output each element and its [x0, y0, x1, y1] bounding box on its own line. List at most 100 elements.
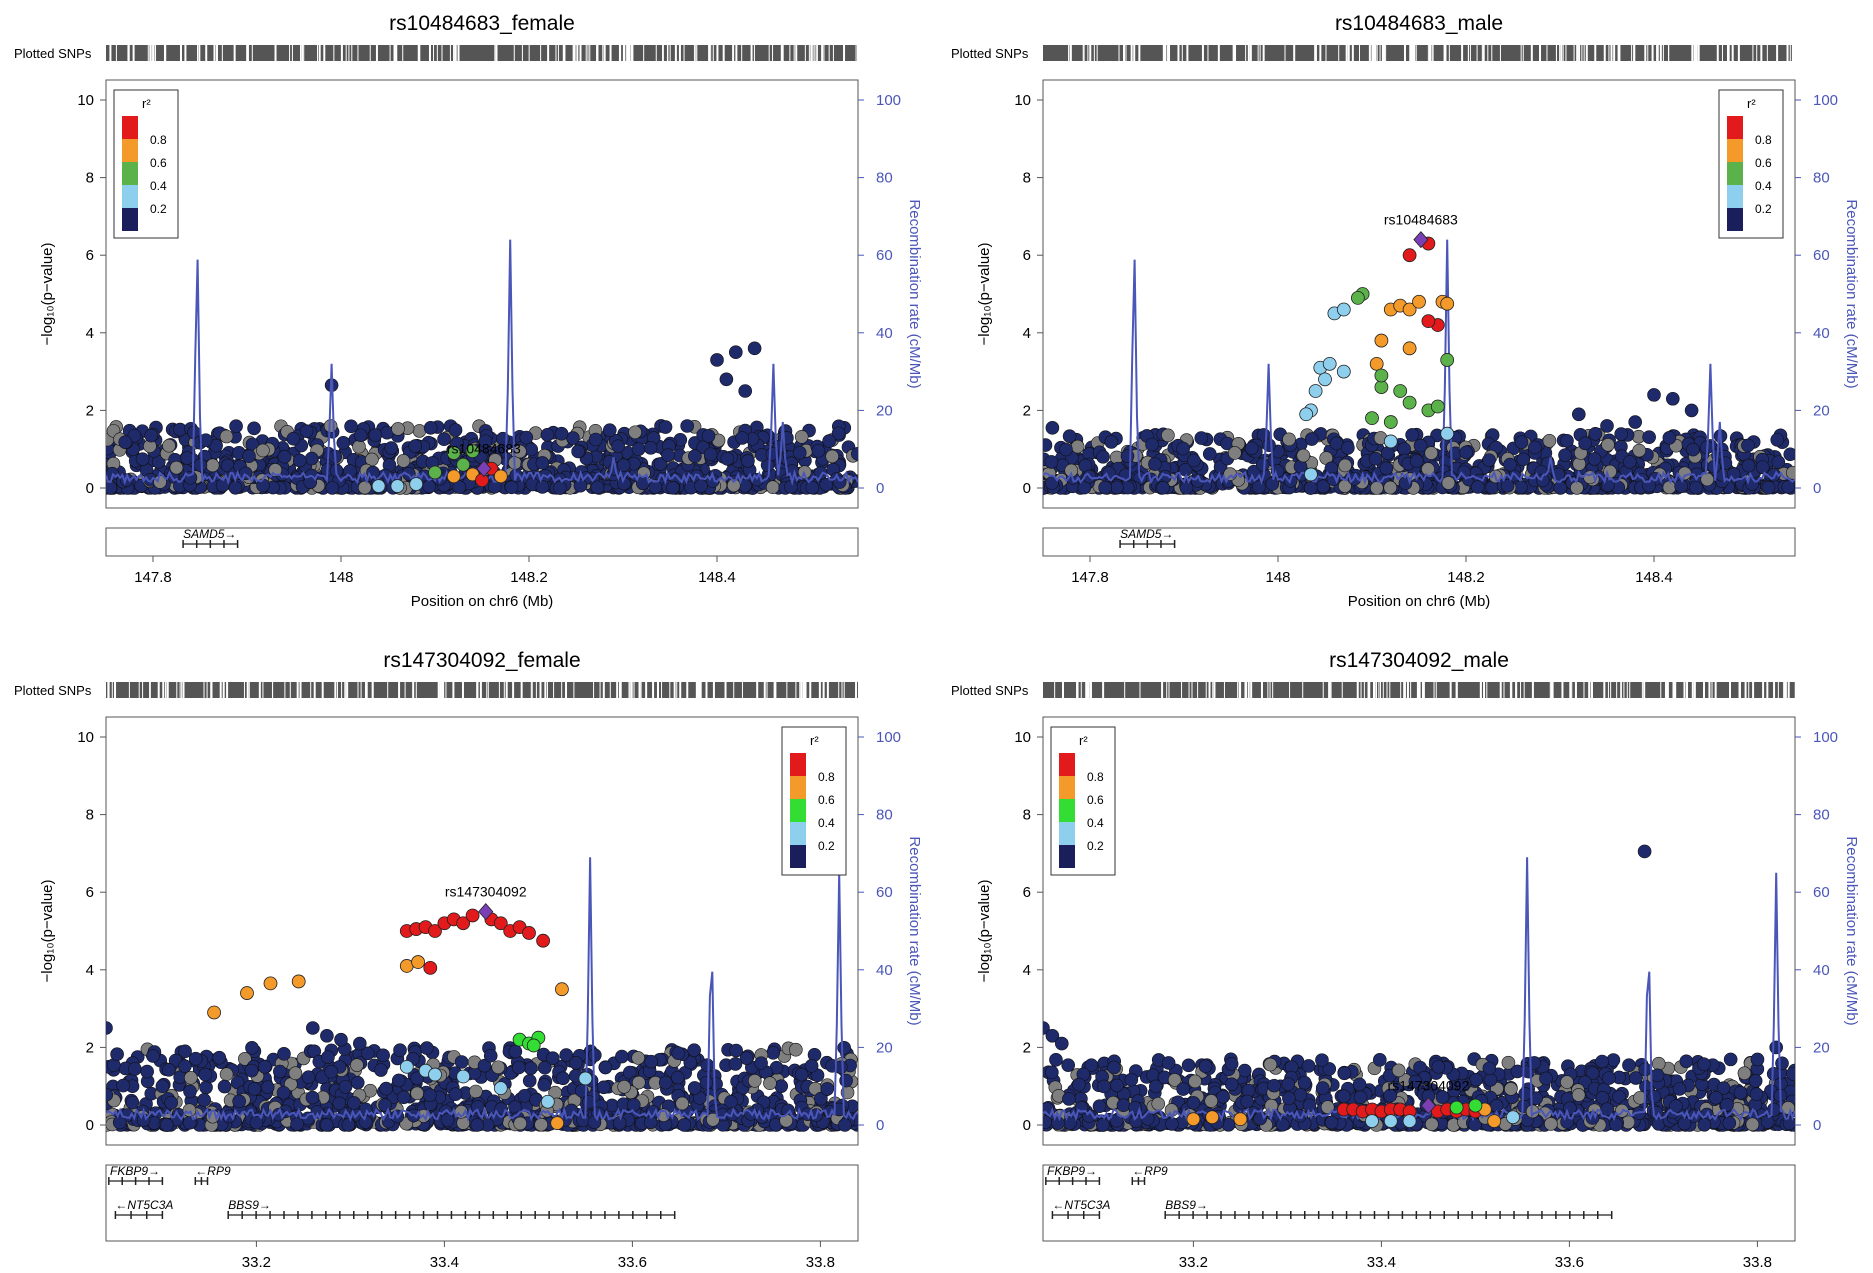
- snp-point: [1741, 438, 1755, 453]
- plotted-snps-label: Plotted SNPs: [951, 683, 1029, 698]
- snp-gap: [1433, 682, 1435, 698]
- snp-gap: [318, 45, 321, 61]
- snp-point: [1775, 1056, 1789, 1071]
- snp-gap: [674, 45, 677, 61]
- snp-point: [334, 1032, 348, 1047]
- snp-gap: [1118, 45, 1120, 61]
- snp-gap: [823, 45, 825, 61]
- snp-gap: [585, 45, 587, 61]
- snp-point: [1424, 446, 1439, 460]
- y-tick-label: 4: [86, 325, 94, 342]
- snp-gap: [441, 45, 443, 61]
- snp-gap: [1461, 45, 1464, 61]
- snp-point: [1244, 441, 1259, 456]
- snp-point: [412, 424, 427, 438]
- snp-gap: [1139, 682, 1141, 698]
- y-tick-label: 0: [1023, 480, 1031, 497]
- snp-gap: [669, 682, 671, 698]
- y2-tick-label: 40: [876, 325, 893, 342]
- snp-gap: [1443, 45, 1446, 61]
- snp-point: [598, 1060, 613, 1075]
- snp-gap: [243, 682, 245, 698]
- snp-gap: [1590, 682, 1593, 698]
- snp-point: [552, 481, 567, 495]
- snp-point: [1296, 448, 1311, 463]
- x-tick-label: 148.4: [698, 569, 736, 586]
- snp-gap: [366, 682, 368, 698]
- snp-gap: [1732, 45, 1734, 61]
- y-tick-label: 4: [1023, 962, 1031, 979]
- snp-gap: [418, 45, 421, 61]
- snp-gap: [151, 45, 153, 61]
- snp-point: [596, 1080, 611, 1095]
- chart-title: rs10484683_male: [1335, 12, 1503, 35]
- snp-point: [1595, 1054, 1609, 1069]
- snp-point: [1623, 455, 1637, 469]
- snp-gap: [1486, 682, 1488, 698]
- snp-point: [228, 480, 243, 495]
- snp-gap: [1372, 45, 1375, 61]
- snp-point: [1202, 447, 1217, 461]
- snp-gap: [1415, 45, 1417, 61]
- snp-gap: [857, 45, 860, 61]
- snp-gap: [221, 45, 223, 61]
- snp-gap: [535, 682, 537, 698]
- snp-gap: [1588, 682, 1591, 698]
- snp-gap: [274, 45, 277, 61]
- snp-gap: [1503, 682, 1505, 698]
- ld-point: [291, 974, 306, 989]
- snp-gap: [562, 45, 564, 61]
- snp-gap: [1616, 682, 1618, 698]
- snp-point: [701, 429, 716, 443]
- snp-gap: [364, 682, 367, 698]
- snp-gap: [310, 682, 312, 698]
- snp-point: [537, 1078, 552, 1092]
- snp-gap: [1338, 45, 1340, 61]
- snp-point: [726, 478, 741, 493]
- ld-point: [1383, 434, 1398, 449]
- snp-gap: [452, 682, 455, 698]
- ld-point: [446, 446, 461, 460]
- snp-point: [602, 423, 617, 437]
- gene-label: ←NT5C3A: [115, 1198, 173, 1212]
- snp-gap: [439, 682, 442, 698]
- snp-point: [1674, 479, 1689, 493]
- snp-gap: [495, 45, 498, 61]
- x-tick-label: 33.8: [806, 1254, 835, 1271]
- snp-gap: [1302, 682, 1304, 698]
- snp-gap: [437, 682, 439, 698]
- y-tick-label: 10: [1014, 729, 1031, 746]
- y2-tick-label: 80: [876, 170, 893, 187]
- snp-gap: [1403, 682, 1405, 698]
- snp-point: [379, 1081, 393, 1096]
- snp-gap: [1371, 45, 1374, 61]
- snp-gap: [498, 682, 500, 698]
- snp-point: [155, 1079, 170, 1094]
- snp-gap: [656, 682, 659, 698]
- snp-gap: [695, 45, 697, 61]
- x-tick-label: 148.2: [1447, 569, 1485, 586]
- snp-point: [1723, 1052, 1738, 1067]
- plot-frame: [1042, 79, 1796, 509]
- snp-gap: [1260, 682, 1263, 698]
- snp-point: [336, 436, 351, 450]
- snp-point: [719, 372, 734, 387]
- snp-gap: [821, 45, 824, 61]
- gene-label: SAMD5→: [1120, 527, 1173, 541]
- snp-point: [524, 442, 539, 457]
- snp-point: [350, 1058, 364, 1072]
- legend-value: 0.8: [818, 770, 835, 784]
- snp-gap: [1069, 45, 1072, 61]
- snp-gap: [655, 45, 657, 61]
- snp-point: [511, 1060, 526, 1075]
- snp-point: [1077, 480, 1092, 495]
- snp-point: [1686, 442, 1700, 457]
- snp-point: [277, 1047, 291, 1061]
- snp-point: [301, 1070, 316, 1084]
- legend-title: r²: [1747, 96, 1756, 111]
- y-tick-label: 0: [1023, 1117, 1031, 1134]
- snp-gap: [1617, 45, 1620, 61]
- snp-gap: [628, 682, 630, 698]
- ld-point: [465, 908, 480, 923]
